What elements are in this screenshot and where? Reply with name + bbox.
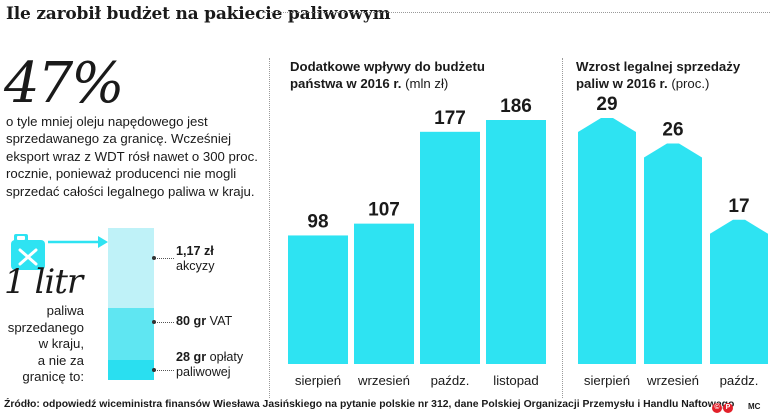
litr-headline: 1 litr [4, 262, 83, 302]
label-leader-dot [152, 320, 156, 324]
big-stat: 47% [4, 51, 124, 116]
category-label: paźdz. [720, 373, 759, 388]
segment-label-akcyza: 1,17 zł akcyzy [176, 244, 215, 274]
bar-value-label: 26 [662, 119, 683, 140]
stack-segment-oplata [108, 360, 154, 380]
litr-desc-line: granicę to: [22, 369, 84, 384]
fuel-canister-icon [11, 234, 45, 270]
category-label: sierpień [584, 373, 630, 388]
publisher-logos: © P [712, 399, 734, 413]
chart2-bars: 29 sierpień 26 wrzesień 17 paźdz. [578, 94, 768, 388]
title-divider [262, 12, 770, 13]
litr-desc-line: a nie za [37, 352, 84, 368]
bar [420, 131, 480, 364]
litr-desc-line: sprzedanego [7, 319, 84, 335]
source-note: Źródło: odpowiedź wiceministra finansów … [4, 399, 735, 410]
category-label: listopad [493, 373, 538, 388]
bar [486, 120, 546, 364]
bar-value-label: 29 [596, 94, 617, 115]
category-label: wrzesień [646, 373, 699, 388]
chart2-title-text: Wzrost legalnej sprzedaży paliw w 2016 r… [576, 59, 741, 91]
category-label: paźdz. [431, 373, 470, 388]
arrow-right-icon [48, 236, 108, 248]
column-divider-1 [269, 58, 270, 398]
segment-amount: 80 gr [176, 314, 207, 328]
bar [354, 223, 414, 364]
chart1-title-unit: (mln zł) [405, 76, 449, 91]
author-initials: MC [748, 402, 761, 411]
segment-name: opłaty paliwowej [176, 350, 244, 379]
chart1-bars: 98 sierpień 107 wrzesień 177 paźdz. 186 listopa… [288, 96, 546, 388]
chart2-title: Wzrost legalnej sprzedaży paliw w 2016 r… [576, 58, 766, 92]
page-title: Ile zarobił budżet na pakiecie paliwowym [6, 4, 391, 24]
category-label: wrzesień [357, 373, 410, 388]
segment-label-oplata: 28 gr opłaty paliwowej [176, 350, 266, 380]
stack-segment-vat [108, 308, 154, 360]
label-leader-dot [152, 256, 156, 260]
chart1-title: Dodatkowe wpływy do budżetu państwa w 20… [290, 58, 540, 92]
segment-amount: 1,17 zł [176, 244, 214, 258]
stack-segment-akcyza [108, 228, 154, 308]
label-leader-dot [152, 368, 156, 372]
publisher-logo-icon: P [723, 402, 733, 413]
bar [578, 118, 636, 364]
bar [710, 219, 768, 364]
column-divider-2 [562, 58, 563, 398]
bar-value-label: 177 [434, 108, 466, 129]
segment-label-vat: 80 gr VAT [176, 314, 232, 329]
publisher-logo-icon: © [712, 402, 722, 413]
bar [644, 143, 702, 364]
litr-desc-line: w kraju, [38, 336, 84, 351]
litr-description: paliwa sprzedanego w kraju, a nie za gra… [4, 303, 84, 386]
litr-desc-line: paliwa [46, 303, 84, 318]
bar-value-label: 107 [368, 200, 400, 221]
category-label: sierpień [295, 373, 341, 388]
segment-name: akcyzy [176, 259, 215, 273]
segment-name: VAT [209, 314, 233, 328]
label-leader [154, 370, 174, 371]
bar-value-label: 17 [728, 196, 749, 217]
bar-value-label: 186 [500, 96, 532, 117]
stat-description: o tyle mniej oleju napędowego jest sprze… [6, 114, 258, 199]
bar [288, 235, 348, 364]
chart1-title-text: Dodatkowe wpływy do budżetu państwa w 20… [290, 59, 485, 91]
label-leader [154, 258, 174, 259]
bar-value-label: 98 [307, 211, 328, 232]
chart2-title-unit: (proc.) [671, 76, 710, 91]
litr-stack-bar [108, 228, 154, 380]
segment-amount: 28 gr [176, 350, 207, 364]
label-leader [154, 322, 174, 323]
